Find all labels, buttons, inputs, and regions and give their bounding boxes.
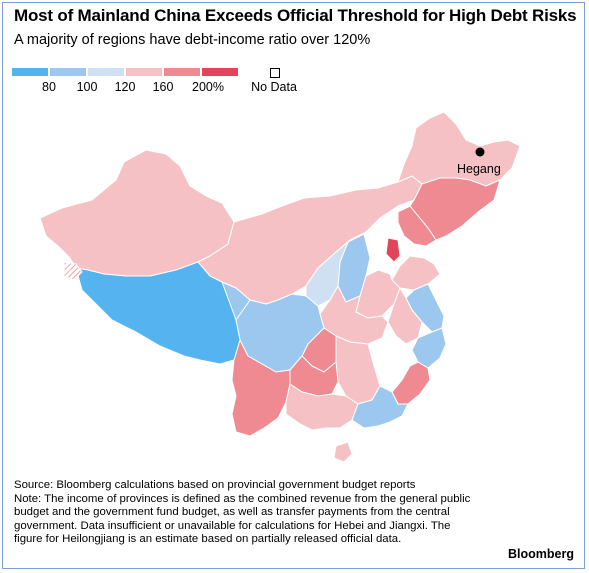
chart-title: Most of Mainland China Exceeds Official … — [14, 6, 577, 25]
legend-tick: 160 — [152, 80, 174, 94]
chart-subtitle: A majority of regions have debt-income r… — [14, 32, 371, 48]
legend-swatch-2 — [50, 68, 86, 76]
methodology-note: Note: The income of provinces is defined… — [14, 492, 471, 546]
legend-tick: 100 — [76, 80, 98, 94]
source-note: Source: Bloomberg calculations based on … — [14, 479, 416, 491]
city-label-hegang: Hegang — [457, 162, 501, 176]
no-data-swatch — [270, 68, 280, 78]
region-guangdong — [351, 385, 409, 429]
region-xinjiang — [39, 149, 235, 277]
legend-swatch-4 — [126, 68, 162, 76]
region-qinghai — [221, 281, 251, 321]
hegang-city-marker — [475, 147, 485, 157]
region-anhui — [387, 287, 423, 345]
legend-tick: 120 — [114, 80, 136, 94]
legend-tick: 80 — [42, 80, 56, 94]
color-legend: 80 100 120 160 200% — [12, 68, 302, 94]
no-data-label: No Data — [251, 80, 297, 94]
disputed-area — [63, 261, 83, 281]
legend-swatch-3 — [88, 68, 124, 76]
footnotes: Source: Bloomberg calculations based on … — [14, 479, 474, 547]
region-tianjin — [385, 237, 401, 263]
region-yunnan — [231, 339, 291, 437]
region-zhejiang — [411, 327, 447, 369]
legend-swatch-1 — [12, 68, 48, 76]
region-fujian — [391, 361, 431, 405]
region-hunan — [335, 335, 381, 405]
legend-swatch-5 — [164, 68, 200, 76]
region-liaoning — [397, 205, 437, 247]
region-hainan — [333, 441, 353, 463]
region-tibet — [75, 261, 241, 365]
region-guangxi — [285, 383, 359, 431]
bloomberg-logo: Bloomberg — [508, 547, 574, 561]
legend-swatch-6 — [202, 68, 238, 76]
legend-tick: 200% — [192, 80, 224, 94]
